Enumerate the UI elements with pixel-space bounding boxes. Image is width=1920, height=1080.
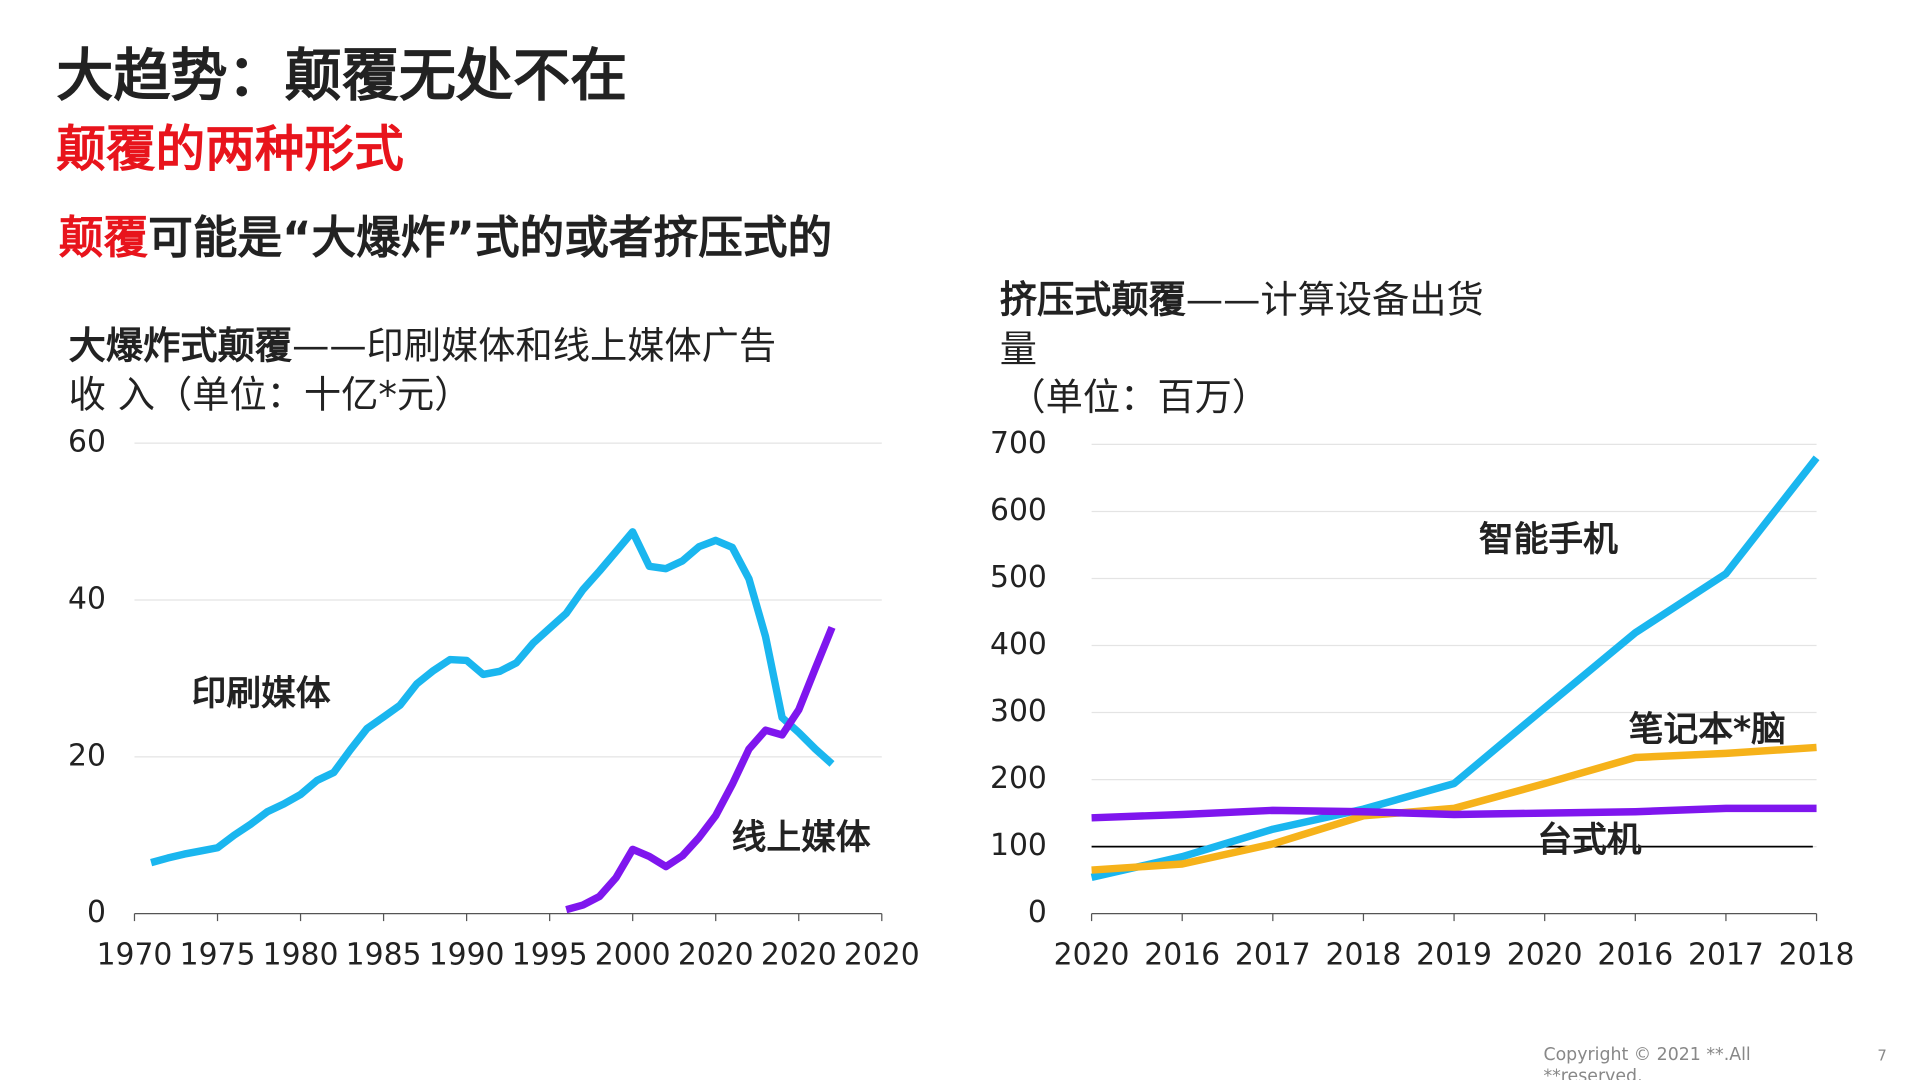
x-tick-label: 2017 (1235, 937, 1311, 972)
series-label: 线上媒体 (732, 818, 871, 858)
x-tick-label: 2000 (595, 937, 671, 972)
x-tick-label: 2020 (1054, 937, 1130, 972)
x-tick-label: 1980 (263, 937, 339, 972)
x-tick-label: 2016 (1144, 937, 1220, 972)
x-tick-label: 1990 (429, 937, 505, 972)
y-tick-label: 600 (990, 493, 1047, 528)
x-tick-label: 2017 (1688, 937, 1764, 972)
headline-rest: 可能是“大爆炸”式的或者挤压式的 (148, 212, 832, 264)
y-tick-label: 100 (990, 828, 1047, 863)
x-tick-label: 1975 (180, 937, 256, 972)
chart-title-bold: 大爆炸式颠覆 (69, 323, 293, 367)
series-line (1090, 455, 1820, 882)
series-line (1091, 743, 1817, 874)
x-tick-label: 2018 (1326, 937, 1402, 972)
x-tick-label: 2018 (1779, 937, 1855, 972)
series-label: 笔记本*脑 (1629, 710, 1786, 750)
y-tick-label: 300 (990, 694, 1047, 729)
chart-title: 大爆炸式颠覆——印刷媒体和线上媒体广告 (69, 323, 776, 367)
x-tick-label: 2020 (1507, 937, 1583, 972)
copyright: Copyright © 2021 **.All (1543, 1045, 1750, 1065)
series-label: 台式机 (1537, 821, 1642, 861)
y-tick-label: 0 (87, 895, 106, 930)
x-tick-label: 2020 (678, 937, 754, 972)
slide-title: 大趋势：颠覆无处不在 (56, 43, 627, 109)
headline-red: 颠覆 (59, 212, 149, 264)
headline: 颠覆可能是“大爆炸”式的或者挤压式的 (59, 212, 832, 264)
chart-title-rest: ——计算设备出货 (1186, 277, 1484, 321)
series-line (150, 528, 835, 867)
series-label: 印刷媒体 (192, 674, 331, 714)
chart-title-rest: ——印刷媒体和线上媒体广告 (292, 323, 776, 367)
y-tick-label: 400 (990, 627, 1047, 662)
x-tick-label: 2019 (1416, 937, 1492, 972)
y-tick-label: 20 (68, 738, 106, 773)
y-tick-label: 40 (68, 582, 106, 617)
chart-title-bold: 挤压式颠覆 (1000, 277, 1187, 321)
y-tick-label: 0 (1028, 895, 1047, 930)
series-line (565, 625, 836, 914)
series-label: 智能手机 (1479, 520, 1618, 560)
page-number: 7 (1877, 1046, 1886, 1064)
y-tick-label: 60 (68, 425, 106, 460)
chart-subtitle: 收 入（单位：十亿*元） (69, 373, 472, 417)
y-tick-label: 200 (990, 761, 1047, 796)
chart-title-wrap: 量 (1000, 327, 1037, 371)
slide-subtitle: 颠覆的两种形式 (56, 120, 404, 178)
chart-subtitle: （单位：百万） (1008, 375, 1269, 419)
x-tick-label: 2020 (761, 937, 837, 972)
copyright: **reserved. (1543, 1066, 1642, 1080)
x-tick-label: 1985 (346, 937, 422, 972)
x-tick-label: 1970 (97, 937, 173, 972)
y-tick-label: 500 (990, 560, 1047, 595)
x-tick-label: 2020 (844, 937, 920, 972)
chart-title: 挤压式颠覆——计算设备出货 (1000, 277, 1484, 321)
x-tick-label: 2016 (1597, 937, 1673, 972)
y-tick-label: 700 (990, 426, 1047, 461)
x-tick-label: 1995 (512, 937, 588, 972)
series-line (1091, 804, 1817, 822)
